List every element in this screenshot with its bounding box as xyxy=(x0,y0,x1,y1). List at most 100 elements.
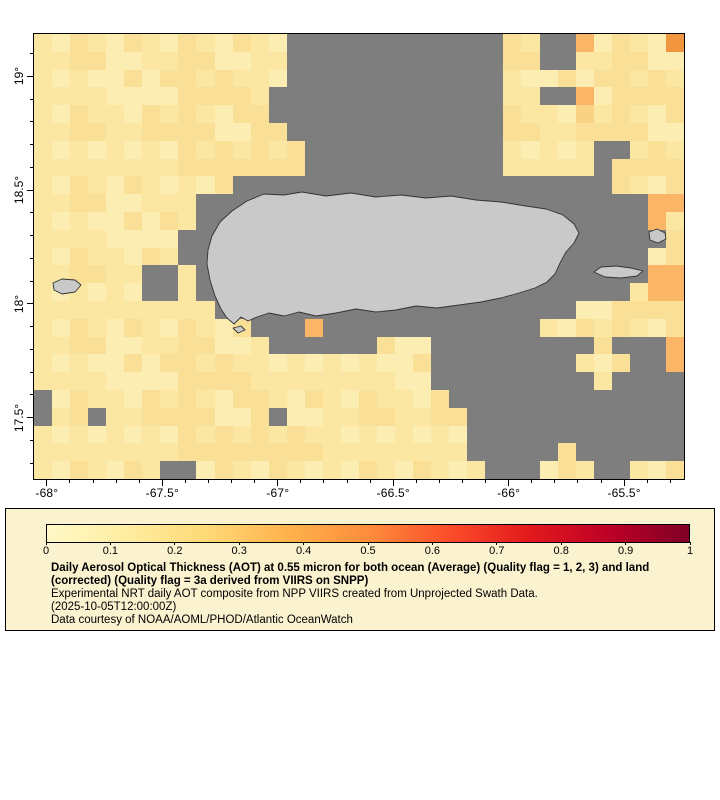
aot-cell xyxy=(196,34,215,52)
aot-cell xyxy=(557,87,576,106)
aot-cell xyxy=(521,229,540,248)
aot-cell xyxy=(88,265,107,284)
x-axis-major-tick xyxy=(623,480,625,486)
aot-cell xyxy=(557,194,576,212)
aot-cell xyxy=(70,211,89,230)
aot-cell xyxy=(70,176,89,195)
aot-cell xyxy=(503,34,522,52)
aot-cell xyxy=(34,194,53,212)
aot-cell xyxy=(557,265,576,284)
aot-cell xyxy=(377,51,396,70)
aot-cell xyxy=(395,229,414,248)
colorbar-tick-label: 0.5 xyxy=(360,545,376,557)
aot-cell xyxy=(52,336,71,355)
aot-cell xyxy=(250,407,269,426)
legend-panel: 0 0.1 0.2 0.3 0.4 0.5 0.6 0.7 0.8 0.9 1 Daily Aero… xyxy=(5,508,715,631)
aot-cell xyxy=(214,425,233,444)
aot-cell xyxy=(611,229,630,248)
aot-cell xyxy=(34,247,53,266)
aot-cell xyxy=(88,372,107,390)
aot-cell xyxy=(503,158,522,177)
aot-cell xyxy=(106,425,125,444)
aot-cell xyxy=(286,425,305,444)
aot-cell xyxy=(485,354,504,373)
aot-cell xyxy=(178,318,197,337)
aot-cell xyxy=(467,336,486,355)
aot-cell xyxy=(413,461,432,479)
aot-cell xyxy=(286,211,305,230)
aot-cell xyxy=(106,336,125,355)
aot-cell xyxy=(34,51,53,70)
aot-cell xyxy=(70,87,89,106)
aot-cell xyxy=(232,461,251,479)
x-axis-label: -67° xyxy=(266,486,290,500)
legend-source-line: Experimental NRT daily AOT composite fro… xyxy=(51,587,538,600)
aot-cell xyxy=(268,283,287,301)
aot-cell xyxy=(250,34,269,52)
aot-cell xyxy=(142,247,161,266)
aot-cell xyxy=(178,372,197,390)
aot-cell xyxy=(629,105,648,123)
aot-cell xyxy=(214,51,233,70)
aot-cell xyxy=(521,425,540,444)
aot-cell xyxy=(286,69,305,88)
aot-cell xyxy=(629,69,648,88)
aot-cell xyxy=(34,211,53,230)
aot-cell xyxy=(611,300,630,319)
aot-cell xyxy=(503,229,522,248)
aot-cell xyxy=(70,69,89,88)
aot-grid xyxy=(34,34,684,479)
aot-cell xyxy=(557,283,576,301)
aot-cell xyxy=(665,300,684,319)
aot-cell xyxy=(665,194,684,212)
aot-cell xyxy=(106,389,125,408)
aot-cell xyxy=(665,211,684,230)
aot-cell xyxy=(521,354,540,373)
aot-cell xyxy=(431,389,450,408)
x-axis-minor-tick xyxy=(485,480,487,483)
aot-cell xyxy=(503,194,522,212)
aot-cell xyxy=(106,354,125,373)
aot-cell xyxy=(286,300,305,319)
aot-cell xyxy=(575,194,594,212)
aot-cell xyxy=(413,407,432,426)
aot-cell xyxy=(142,51,161,70)
aot-cell xyxy=(88,69,107,88)
aot-cell xyxy=(178,140,197,159)
aot-cell xyxy=(377,318,396,337)
aot-cell xyxy=(160,211,179,230)
aot-cell xyxy=(304,425,323,444)
aot-cell xyxy=(196,407,215,426)
aot-cell xyxy=(575,283,594,301)
aot-cell xyxy=(629,283,648,301)
aot-cell xyxy=(431,247,450,266)
aot-cell xyxy=(557,300,576,319)
aot-cell xyxy=(268,105,287,123)
aot-cell xyxy=(340,443,359,462)
aot-cell xyxy=(521,336,540,355)
aot-cell xyxy=(304,176,323,195)
aot-cell xyxy=(178,283,197,301)
y-axis-minor-tick xyxy=(30,235,33,237)
aot-cell xyxy=(647,283,666,301)
aot-cell xyxy=(449,158,468,177)
aot-cell xyxy=(575,461,594,479)
aot-cell xyxy=(665,318,684,337)
aot-cell xyxy=(539,34,558,52)
aot-cell xyxy=(557,158,576,177)
aot-cell xyxy=(232,389,251,408)
aot-cell xyxy=(358,51,378,70)
aot-cell xyxy=(413,176,432,195)
aot-cell xyxy=(395,300,414,319)
aot-cell xyxy=(665,407,684,426)
aot-cell xyxy=(106,318,125,337)
aot-cell xyxy=(358,425,378,444)
aot-cell xyxy=(413,354,432,373)
y-axis-minor-tick xyxy=(30,121,33,123)
aot-cell xyxy=(539,283,558,301)
aot-cell xyxy=(467,34,486,52)
aot-cell xyxy=(503,389,522,408)
aot-cell xyxy=(485,69,504,88)
aot-cell xyxy=(358,211,378,230)
aot-cell xyxy=(106,122,125,141)
